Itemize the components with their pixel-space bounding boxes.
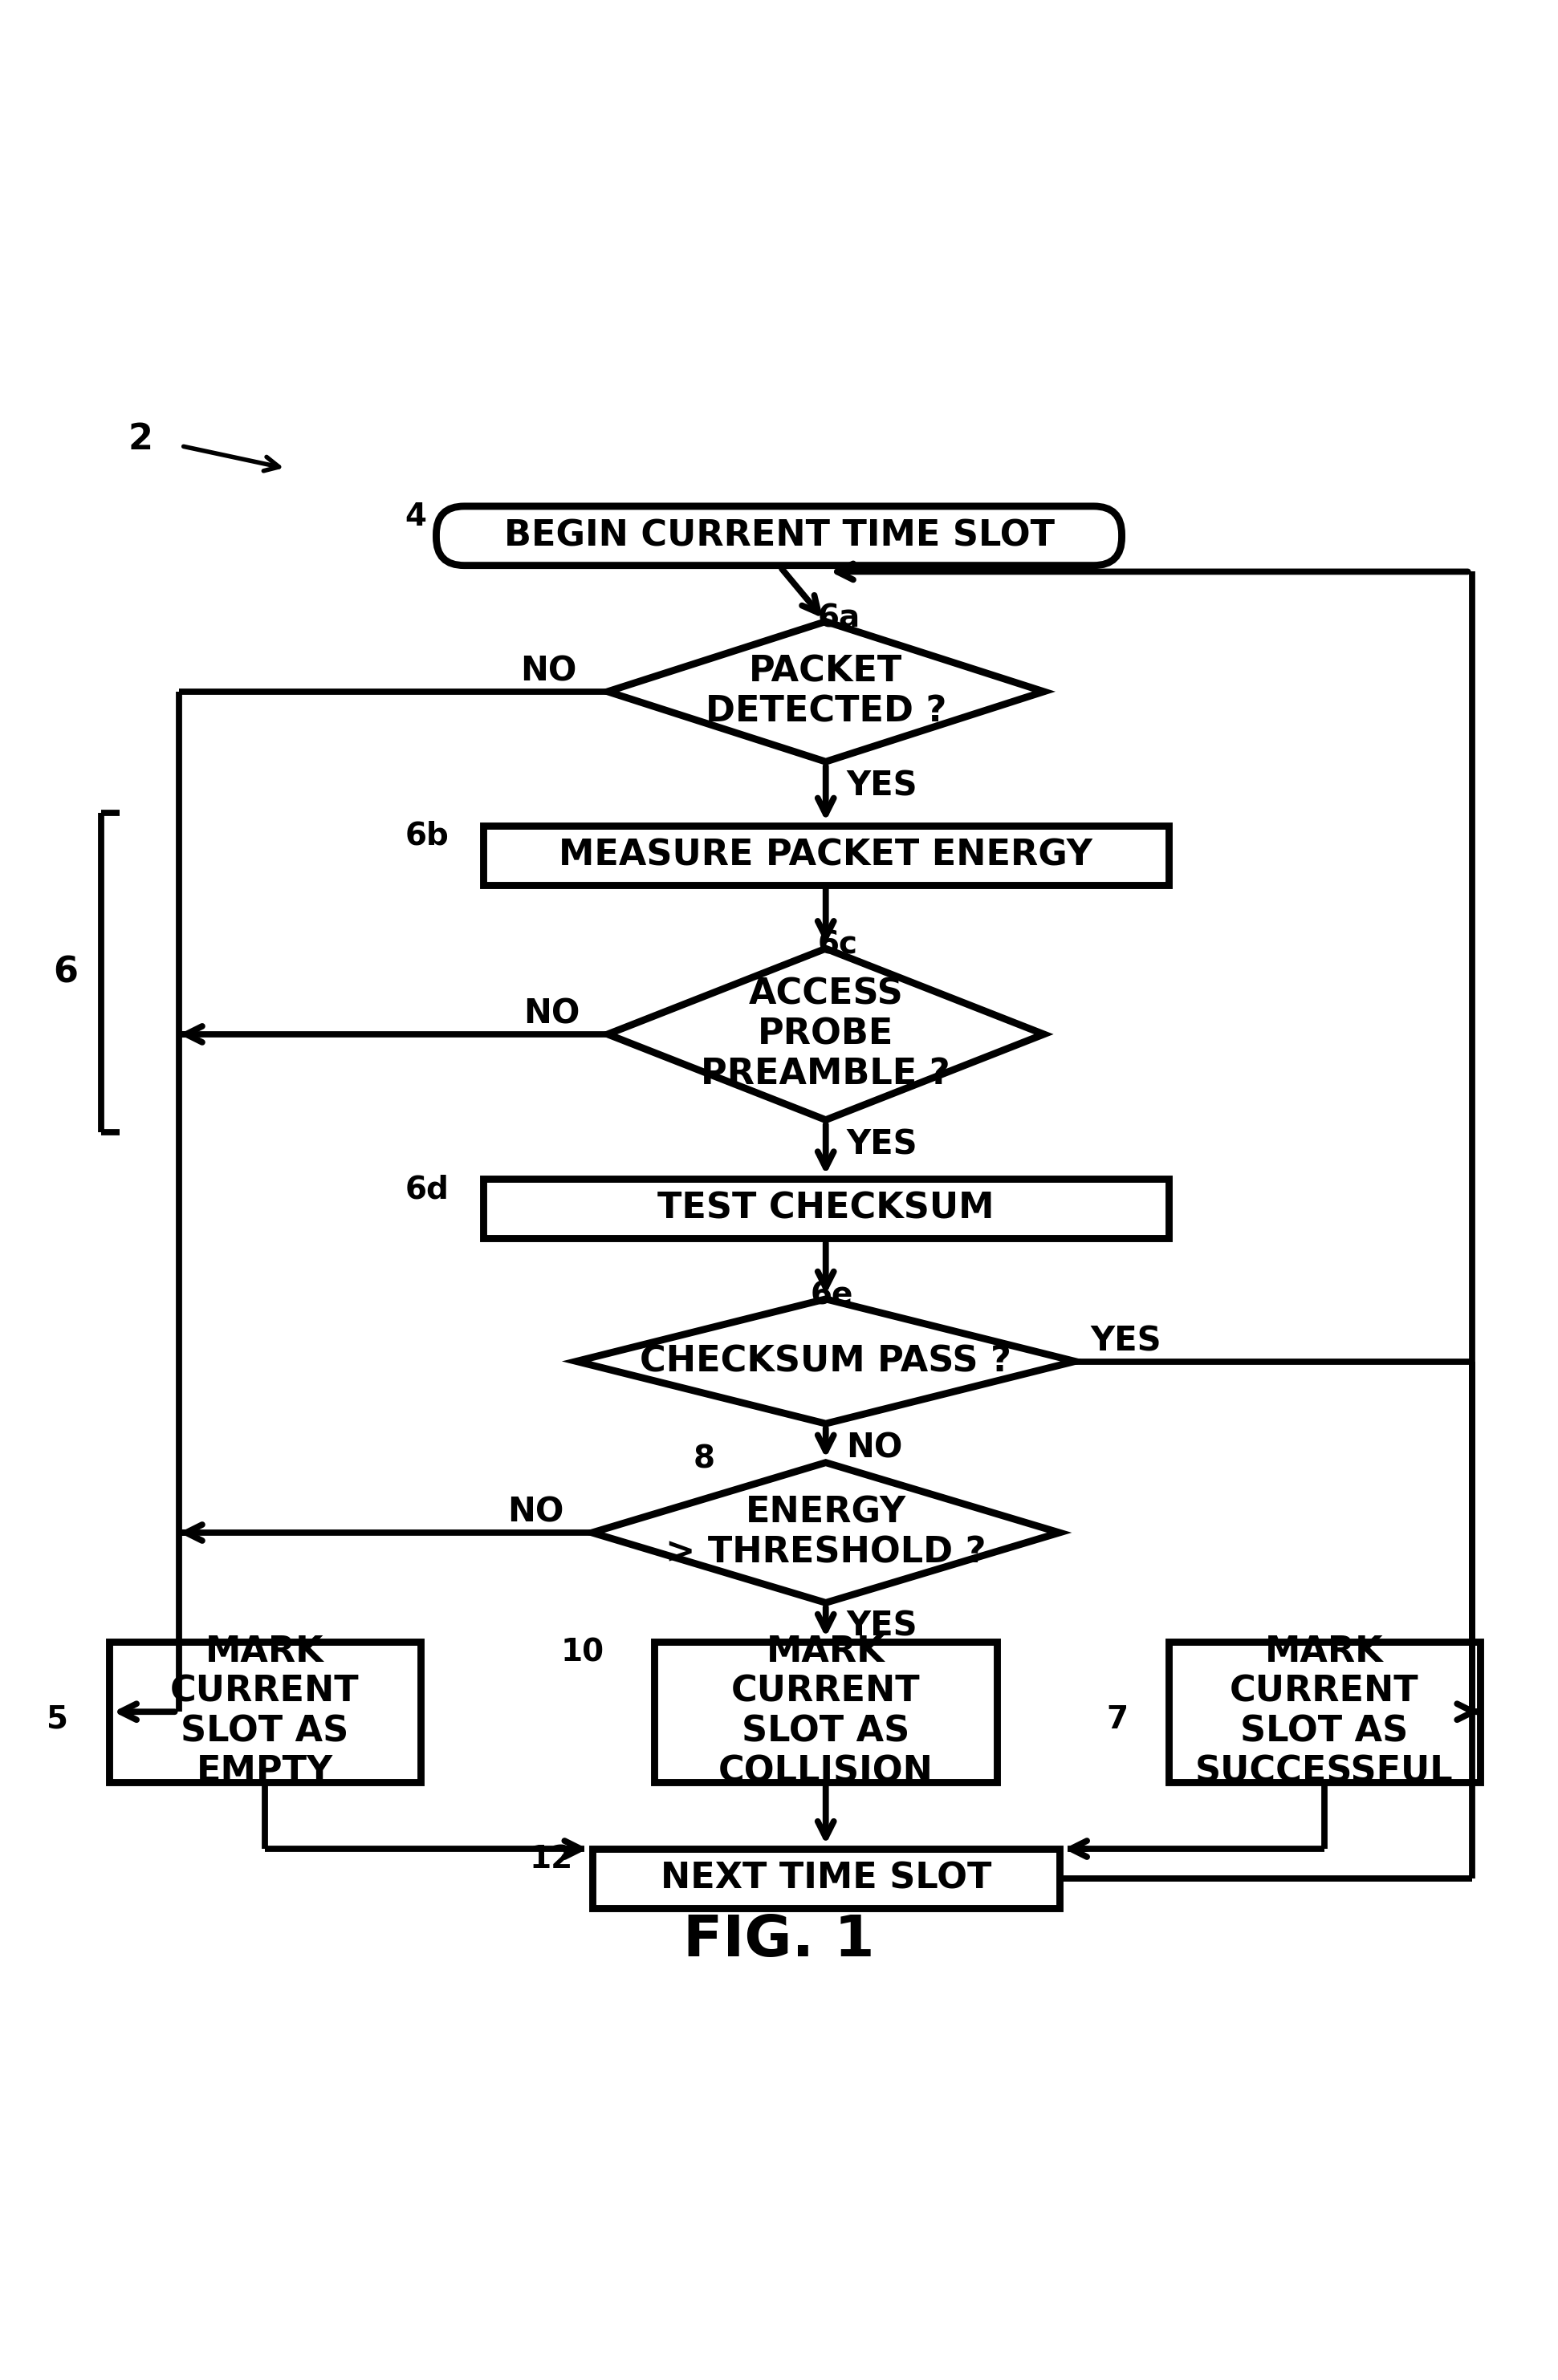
Bar	[483, 1178, 1168, 1238]
Bar	[654, 1642, 997, 1783]
Text: 5: 5	[47, 1704, 69, 1735]
Text: 6a: 6a	[818, 602, 860, 633]
Polygon shape	[592, 1464, 1059, 1602]
Text: PACKET
DETECTED ?: PACKET DETECTED ?	[706, 655, 946, 728]
Text: NO: NO	[508, 1495, 564, 1530]
Text: YES: YES	[846, 1609, 918, 1642]
Text: CHECKSUM PASS ?: CHECKSUM PASS ?	[640, 1345, 1011, 1378]
Text: 10: 10	[561, 1637, 605, 1668]
Text: MEASURE PACKET ENERGY: MEASURE PACKET ENERGY	[559, 838, 1092, 873]
Text: YES: YES	[1091, 1323, 1162, 1359]
Text: NO: NO	[846, 1430, 902, 1466]
Text: ACCESS
PROBE
PREAMBLE ?: ACCESS PROBE PREAMBLE ?	[701, 978, 950, 1092]
Text: MARK
CURRENT
SLOT AS
COLLISION: MARK CURRENT SLOT AS COLLISION	[718, 1635, 933, 1790]
Text: TEST CHECKSUM: TEST CHECKSUM	[657, 1192, 994, 1226]
Bar	[109, 1642, 421, 1783]
Text: NO: NO	[520, 655, 576, 688]
Text: 6e: 6e	[810, 1280, 852, 1311]
Text: 8: 8	[693, 1445, 715, 1473]
Text: 7: 7	[1106, 1704, 1128, 1735]
Text: 6c: 6c	[818, 931, 858, 962]
Text: MARK
CURRENT
SLOT AS
SUCCESSFUL: MARK CURRENT SLOT AS SUCCESSFUL	[1195, 1635, 1454, 1790]
Text: YES: YES	[846, 1128, 918, 1161]
Bar	[592, 1849, 1059, 1909]
Polygon shape	[576, 1299, 1075, 1423]
Text: 6d: 6d	[405, 1173, 449, 1204]
Bar	[1168, 1642, 1480, 1783]
FancyBboxPatch shape	[436, 507, 1122, 566]
Text: NEXT TIME SLOT: NEXT TIME SLOT	[661, 1861, 991, 1897]
Text: 6b: 6b	[405, 821, 449, 852]
Text: FIG. 1: FIG. 1	[684, 1914, 874, 1968]
Text: 12: 12	[530, 1845, 573, 1875]
Text: MARK
CURRENT
SLOT AS
EMPTY: MARK CURRENT SLOT AS EMPTY	[170, 1635, 360, 1790]
Text: 6: 6	[53, 954, 78, 990]
Polygon shape	[608, 621, 1044, 762]
Text: YES: YES	[846, 769, 918, 802]
Polygon shape	[608, 950, 1044, 1121]
Text: ENERGY
> THRESHOLD ?: ENERGY > THRESHOLD ?	[665, 1495, 986, 1571]
Text: 2: 2	[128, 421, 153, 457]
Text: NO: NO	[523, 997, 580, 1031]
Text: 4: 4	[405, 502, 427, 533]
Text: BEGIN CURRENT TIME SLOT: BEGIN CURRENT TIME SLOT	[503, 519, 1055, 552]
Bar	[483, 826, 1168, 885]
